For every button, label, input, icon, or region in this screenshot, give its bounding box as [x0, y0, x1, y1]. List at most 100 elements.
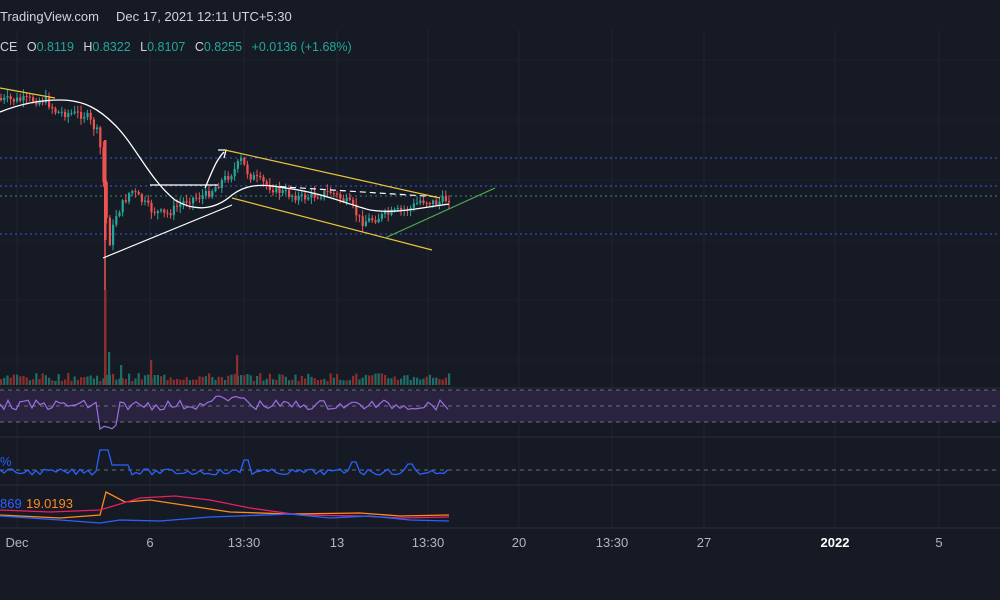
candle-body [348, 197, 351, 200]
candle-body [256, 175, 259, 177]
candle-body [294, 195, 297, 201]
volume-bar [176, 378, 179, 385]
volume-bar [140, 379, 143, 385]
candle-body [198, 197, 201, 199]
volume-bar [73, 376, 76, 385]
candle-body [438, 201, 441, 205]
volume-bar [16, 374, 19, 385]
volume-bar [435, 377, 438, 385]
channel-line [224, 149, 441, 199]
volume-bar [92, 378, 95, 385]
candle-body [230, 176, 233, 180]
candle-body [288, 190, 291, 197]
candle-body [112, 224, 115, 246]
x-tick: 27 [696, 535, 712, 550]
moving-average-line [0, 99, 450, 212]
low-label: L [140, 40, 148, 54]
source-label: TradingView.com [0, 9, 99, 24]
candle-body [326, 191, 329, 193]
percent-pane-label: % [0, 454, 12, 469]
candle-body [361, 216, 364, 227]
volume-bar [342, 380, 345, 385]
volume-bar [316, 380, 319, 385]
candle-body [307, 197, 310, 200]
candle-body [246, 164, 249, 175]
header: TradingView.com Dec 17, 2021 12:11 UTC+5… [0, 0, 1000, 36]
candle-body [137, 191, 140, 195]
x-tick: 5 [935, 535, 943, 550]
x-tick: 6 [146, 535, 154, 550]
candle-body [281, 190, 284, 194]
candle-body [147, 200, 150, 203]
candle-body [284, 190, 287, 192]
candle-body [259, 176, 262, 178]
breakout-trendline [384, 187, 496, 239]
volume-bar [166, 380, 169, 385]
volume-bar [128, 373, 131, 385]
candle-body [227, 175, 230, 180]
volume-bar [124, 379, 127, 385]
volume-bar [153, 374, 156, 385]
volume-bar [275, 379, 278, 385]
volume-bar [201, 376, 204, 385]
volume-bar [240, 374, 243, 385]
candle-body [51, 107, 54, 109]
volume-bar [249, 375, 252, 385]
rsi-line [0, 395, 449, 431]
candle-body [240, 157, 243, 162]
support-trendline [102, 204, 233, 259]
volume-bar [323, 378, 326, 385]
candle-body [342, 198, 345, 202]
x-tick: Dec [5, 535, 29, 550]
volume-bar [416, 377, 419, 385]
close-value: 0.8255 [203, 40, 243, 54]
candle-body [412, 203, 415, 208]
candle-body [121, 200, 124, 213]
volume-bar [348, 380, 351, 385]
candle-body [339, 194, 342, 199]
volume-bar [64, 379, 67, 385]
volume-bar [448, 373, 451, 385]
volume-bar [272, 379, 275, 385]
open-value: 0.8119 [36, 40, 74, 54]
ohlc-legend: CE O0.8119 H0.8322 L0.8107 C0.8255 +0.01… [0, 40, 352, 54]
volume-bar [361, 377, 364, 385]
volume-bar [230, 374, 233, 385]
candle-body [99, 127, 102, 148]
candle-body [104, 140, 107, 240]
volume-bar [182, 379, 185, 385]
candle-body [310, 192, 313, 198]
candle-body [336, 193, 339, 195]
volume-bar [259, 373, 262, 385]
candle-body [201, 195, 204, 199]
volume-bar [3, 377, 6, 385]
volume-bar [28, 380, 31, 385]
volume-bar [160, 376, 163, 385]
volume-bar [438, 378, 441, 385]
candle-body [300, 194, 303, 196]
candle-body [16, 97, 19, 102]
volume-bar [364, 374, 367, 385]
volume-bar [214, 379, 217, 385]
candle-body [150, 202, 153, 213]
candle-body [374, 220, 377, 223]
arrow-curve [204, 151, 225, 189]
volume-bar [134, 378, 137, 385]
volume-bar [380, 373, 383, 385]
volume-bar [185, 377, 188, 385]
volume-bar [54, 380, 57, 385]
candle-body [217, 186, 220, 189]
volume-bar [233, 374, 236, 385]
candle-body [28, 96, 31, 98]
candle-body [352, 199, 355, 205]
volume-bar [403, 375, 406, 385]
volume-bar [9, 377, 12, 385]
candle-body [83, 117, 86, 119]
volume-bar [236, 355, 239, 385]
candle-body [38, 100, 41, 105]
candle-body [166, 212, 169, 214]
candle-body [19, 97, 22, 101]
candle-body [211, 191, 214, 197]
